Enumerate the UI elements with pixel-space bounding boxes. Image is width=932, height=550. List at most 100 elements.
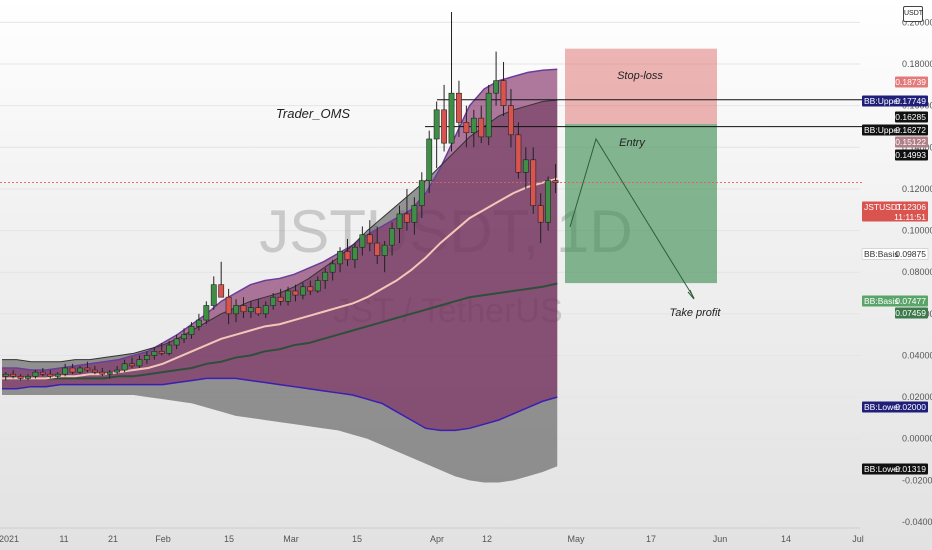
candle[interactable] <box>129 363 135 367</box>
candle[interactable] <box>322 271 329 281</box>
candle[interactable] <box>470 117 477 134</box>
price-tag-value: 0.12306 <box>895 202 926 212</box>
candle[interactable] <box>314 280 321 292</box>
candle[interactable] <box>381 244 388 256</box>
price-tag[interactable] <box>895 136 928 148</box>
candle[interactable] <box>537 205 544 223</box>
candle[interactable] <box>158 351 165 354</box>
candle[interactable] <box>47 373 54 377</box>
price-tag[interactable] <box>861 248 929 260</box>
candle[interactable] <box>10 373 17 377</box>
price-tag-value: 0.17749 <box>895 96 926 106</box>
projection-path[interactable] <box>569 137 695 299</box>
candle[interactable] <box>441 109 447 144</box>
candle[interactable] <box>300 286 306 296</box>
candle[interactable] <box>84 367 91 371</box>
price-tag[interactable] <box>862 295 928 307</box>
price-tag[interactable] <box>862 463 928 475</box>
price-tick-label: 0.00000 <box>902 434 932 444</box>
price-tag[interactable] <box>895 111 928 123</box>
candle[interactable] <box>255 307 262 315</box>
price-tag-value: 0.07477 <box>895 296 926 306</box>
candle[interactable] <box>396 213 403 229</box>
stop-loss-zone[interactable] <box>565 48 717 124</box>
price-tag[interactable] <box>862 124 928 136</box>
candle[interactable] <box>508 105 514 136</box>
candle[interactable] <box>545 180 552 223</box>
candle[interactable] <box>493 80 499 94</box>
time-tick-label: Feb <box>155 534 171 544</box>
candle[interactable] <box>17 375 24 379</box>
candle[interactable] <box>478 117 485 138</box>
price-tag[interactable] <box>862 201 928 222</box>
price-tick-label: 0.12000 <box>902 184 932 194</box>
price-tag[interactable] <box>895 307 928 319</box>
candle[interactable] <box>329 263 336 273</box>
currency-badge[interactable]: USDT <box>903 6 923 22</box>
candle[interactable] <box>166 344 173 354</box>
candle[interactable] <box>181 334 187 340</box>
price-tag[interactable] <box>862 401 928 413</box>
candle[interactable] <box>77 367 83 373</box>
candle[interactable] <box>25 375 31 379</box>
candle[interactable] <box>307 286 314 292</box>
candle[interactable] <box>426 138 433 181</box>
candle[interactable] <box>463 122 470 134</box>
candle[interactable] <box>233 305 239 315</box>
price-tag[interactable] <box>895 149 928 161</box>
candle[interactable] <box>448 92 455 144</box>
candle[interactable] <box>277 296 284 302</box>
candle[interactable] <box>485 92 492 138</box>
candle[interactable] <box>106 371 113 375</box>
candle[interactable] <box>136 359 143 367</box>
candle[interactable] <box>352 246 358 261</box>
candle[interactable] <box>374 242 381 256</box>
candle[interactable] <box>114 369 121 373</box>
candle[interactable] <box>218 284 225 298</box>
take-profit-zone[interactable] <box>565 123 717 284</box>
price-tag[interactable] <box>895 76 928 88</box>
candle[interactable] <box>411 205 418 223</box>
candle[interactable] <box>456 92 462 123</box>
candle[interactable] <box>210 284 217 306</box>
candle[interactable] <box>285 290 291 302</box>
candle[interactable] <box>404 213 410 223</box>
bb50-upper-line <box>2 99 558 363</box>
candle[interactable] <box>515 134 522 173</box>
candle[interactable] <box>552 180 559 183</box>
price-tag[interactable] <box>862 95 928 107</box>
candle[interactable] <box>359 234 366 248</box>
candle[interactable] <box>337 251 343 265</box>
candle[interactable] <box>389 228 395 246</box>
candle[interactable] <box>54 373 61 377</box>
candle[interactable] <box>500 80 507 106</box>
candle[interactable] <box>2 373 9 377</box>
candle[interactable] <box>530 159 537 206</box>
candle[interactable] <box>143 355 150 360</box>
candle[interactable] <box>270 296 277 306</box>
candle[interactable] <box>203 305 210 321</box>
candle[interactable] <box>418 180 425 206</box>
candle[interactable] <box>188 326 195 335</box>
candle[interactable] <box>195 319 202 327</box>
candle[interactable] <box>292 290 299 296</box>
candle[interactable] <box>366 234 373 244</box>
candle[interactable] <box>240 305 247 313</box>
candle[interactable] <box>225 296 232 315</box>
candle[interactable] <box>62 367 69 375</box>
candle[interactable] <box>99 371 106 375</box>
candle[interactable] <box>32 371 39 377</box>
candle[interactable] <box>91 369 98 373</box>
candle[interactable] <box>69 367 76 373</box>
candle[interactable] <box>344 251 351 261</box>
candle[interactable] <box>522 159 529 173</box>
candle[interactable] <box>173 338 180 346</box>
candle[interactable] <box>262 305 269 315</box>
candle[interactable] <box>433 109 440 140</box>
candle[interactable] <box>151 351 158 356</box>
candle[interactable] <box>248 307 254 313</box>
candle[interactable] <box>39 371 46 375</box>
candle[interactable] <box>121 363 128 371</box>
